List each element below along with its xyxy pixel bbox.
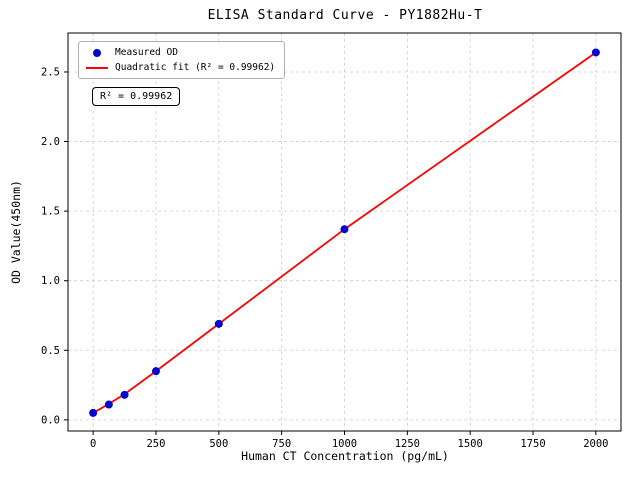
y-axis-label: OD Value(450nm)	[9, 180, 23, 284]
legend-label-quadratic-fit: Quadratic fit (R² = 0.99962)	[115, 62, 276, 73]
legend: Measured OD Quadratic fit (R² = 0.99962)	[78, 41, 286, 79]
svg-text:1.5: 1.5	[41, 206, 60, 218]
svg-text:2.5: 2.5	[41, 66, 60, 78]
svg-text:0.5: 0.5	[41, 345, 60, 357]
svg-text:0.0: 0.0	[41, 414, 60, 426]
legend-item-quadratic-fit: Quadratic fit (R² = 0.99962)	[86, 62, 275, 73]
svg-text:1250: 1250	[395, 438, 420, 450]
r-squared-annotation: R² = 0.99962	[92, 87, 181, 106]
svg-text:1.0: 1.0	[41, 275, 60, 287]
x-axis-label: Human CT Concentration (pg/mL)	[241, 449, 449, 463]
legend-item-measured-od: Measured OD	[86, 47, 275, 58]
svg-text:250: 250	[146, 438, 165, 450]
legend-label-measured-od: Measured OD	[115, 47, 178, 58]
svg-text:1750: 1750	[520, 438, 545, 450]
svg-text:1000: 1000	[332, 438, 357, 450]
scatter-marker-icon	[93, 48, 101, 57]
svg-text:2000: 2000	[583, 438, 608, 450]
svg-text:500: 500	[209, 438, 228, 450]
svg-text:0: 0	[90, 438, 96, 450]
svg-text:2.0: 2.0	[41, 136, 60, 148]
chart-title: ELISA Standard Curve - PY1882Hu-T	[207, 8, 483, 23]
svg-text:750: 750	[272, 438, 291, 450]
svg-text:1500: 1500	[458, 438, 483, 450]
line-marker-icon	[86, 66, 108, 69]
